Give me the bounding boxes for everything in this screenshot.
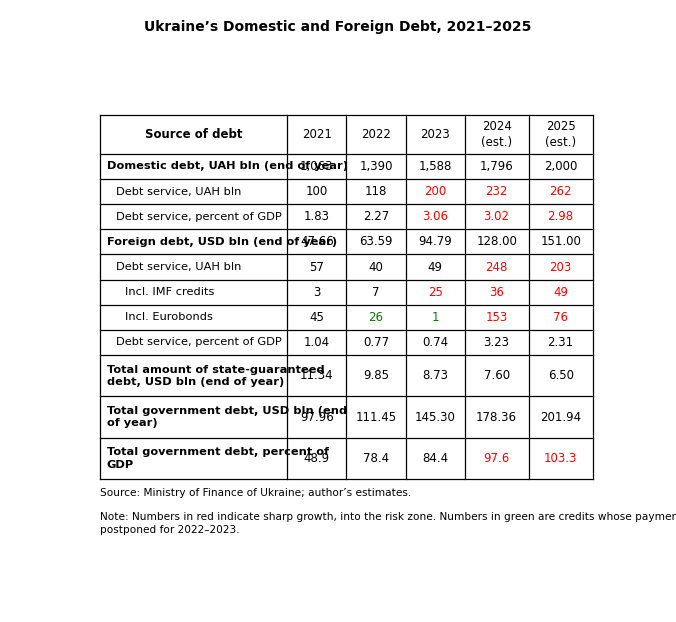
- Text: Total government debt, percent of
GDP: Total government debt, percent of GDP: [107, 447, 329, 470]
- Text: Debt service, percent of GDP: Debt service, percent of GDP: [116, 338, 282, 348]
- Text: 49: 49: [428, 261, 443, 274]
- Text: 0.74: 0.74: [422, 336, 448, 349]
- Text: Ukraine’s Domestic and Foreign Debt, 2021–2025: Ukraine’s Domestic and Foreign Debt, 202…: [144, 20, 532, 34]
- Text: Source of debt: Source of debt: [145, 128, 243, 141]
- Text: 2024
(est.): 2024 (est.): [481, 120, 512, 149]
- Text: 11.34: 11.34: [300, 369, 334, 383]
- Text: 94.79: 94.79: [418, 235, 452, 248]
- Text: 2025
(est.): 2025 (est.): [545, 120, 576, 149]
- Text: 3: 3: [313, 285, 320, 299]
- Text: 232: 232: [485, 185, 508, 198]
- Text: 2.27: 2.27: [363, 210, 389, 223]
- Text: 3.23: 3.23: [483, 336, 510, 349]
- Text: 100: 100: [306, 185, 328, 198]
- Text: 6.50: 6.50: [548, 369, 574, 383]
- Text: Note: Numbers in red indicate sharp growth, into the risk zone. Numbers in green: Note: Numbers in red indicate sharp grow…: [100, 512, 676, 535]
- Text: 97.96: 97.96: [300, 411, 334, 424]
- Text: 78.4: 78.4: [363, 452, 389, 465]
- Text: 45: 45: [310, 311, 324, 324]
- Text: 57: 57: [310, 261, 324, 274]
- Text: 47.66: 47.66: [300, 235, 334, 248]
- Text: 201.94: 201.94: [540, 411, 581, 424]
- Text: Domestic debt, UAH bln (end of year): Domestic debt, UAH bln (end of year): [107, 162, 347, 172]
- Text: 1,390: 1,390: [359, 160, 393, 173]
- Text: 1.04: 1.04: [304, 336, 330, 349]
- Text: 151.00: 151.00: [540, 235, 581, 248]
- Text: 2021: 2021: [302, 128, 332, 141]
- Text: 145.30: 145.30: [414, 411, 456, 424]
- Text: 40: 40: [368, 261, 383, 274]
- Text: Debt service, UAH bln: Debt service, UAH bln: [116, 187, 241, 197]
- Text: 2022: 2022: [361, 128, 391, 141]
- Text: Incl. Eurobonds: Incl. Eurobonds: [125, 312, 213, 322]
- Text: 2,000: 2,000: [544, 160, 577, 173]
- Text: 0.77: 0.77: [363, 336, 389, 349]
- Text: 2023: 2023: [420, 128, 450, 141]
- Text: 153: 153: [485, 311, 508, 324]
- Text: 7: 7: [372, 285, 380, 299]
- Text: 1,796: 1,796: [480, 160, 514, 173]
- Text: 76: 76: [553, 311, 568, 324]
- Text: Total amount of state-guaranteed
debt, USD bln (end of year): Total amount of state-guaranteed debt, U…: [107, 364, 324, 387]
- Text: 63.59: 63.59: [359, 235, 393, 248]
- Text: 84.4: 84.4: [422, 452, 448, 465]
- Text: 48.9: 48.9: [304, 452, 330, 465]
- Text: 128.00: 128.00: [476, 235, 517, 248]
- Text: 262: 262: [550, 185, 572, 198]
- Text: 103.3: 103.3: [544, 452, 577, 465]
- Text: 178.36: 178.36: [476, 411, 517, 424]
- Text: Incl. IMF credits: Incl. IMF credits: [125, 287, 215, 297]
- Text: 8.73: 8.73: [422, 369, 448, 383]
- Text: 2.31: 2.31: [548, 336, 574, 349]
- Text: 25: 25: [428, 285, 443, 299]
- Text: Foreign debt, USD bln (end of year): Foreign debt, USD bln (end of year): [107, 237, 337, 247]
- Text: 36: 36: [489, 285, 504, 299]
- Text: 26: 26: [368, 311, 383, 324]
- Text: Debt service, UAH bln: Debt service, UAH bln: [116, 262, 241, 272]
- Text: 1,063: 1,063: [300, 160, 334, 173]
- Text: 2.98: 2.98: [548, 210, 574, 223]
- Text: 7.60: 7.60: [483, 369, 510, 383]
- Text: 1.83: 1.83: [304, 210, 330, 223]
- Text: 97.6: 97.6: [483, 452, 510, 465]
- Text: Total government debt, USD bln (end
of year): Total government debt, USD bln (end of y…: [107, 406, 347, 429]
- Text: 248: 248: [485, 261, 508, 274]
- Text: 200: 200: [424, 185, 446, 198]
- Text: 1: 1: [431, 311, 439, 324]
- Text: 3.06: 3.06: [422, 210, 448, 223]
- Text: 111.45: 111.45: [356, 411, 397, 424]
- Text: Source: Ministry of Finance of Ukraine; author’s estimates.: Source: Ministry of Finance of Ukraine; …: [100, 488, 412, 498]
- Text: 3.02: 3.02: [483, 210, 510, 223]
- Text: 49: 49: [553, 285, 568, 299]
- Text: 118: 118: [365, 185, 387, 198]
- Text: 203: 203: [550, 261, 572, 274]
- Text: Debt service, percent of GDP: Debt service, percent of GDP: [116, 211, 282, 222]
- Text: 1,588: 1,588: [418, 160, 452, 173]
- Text: 9.85: 9.85: [363, 369, 389, 383]
